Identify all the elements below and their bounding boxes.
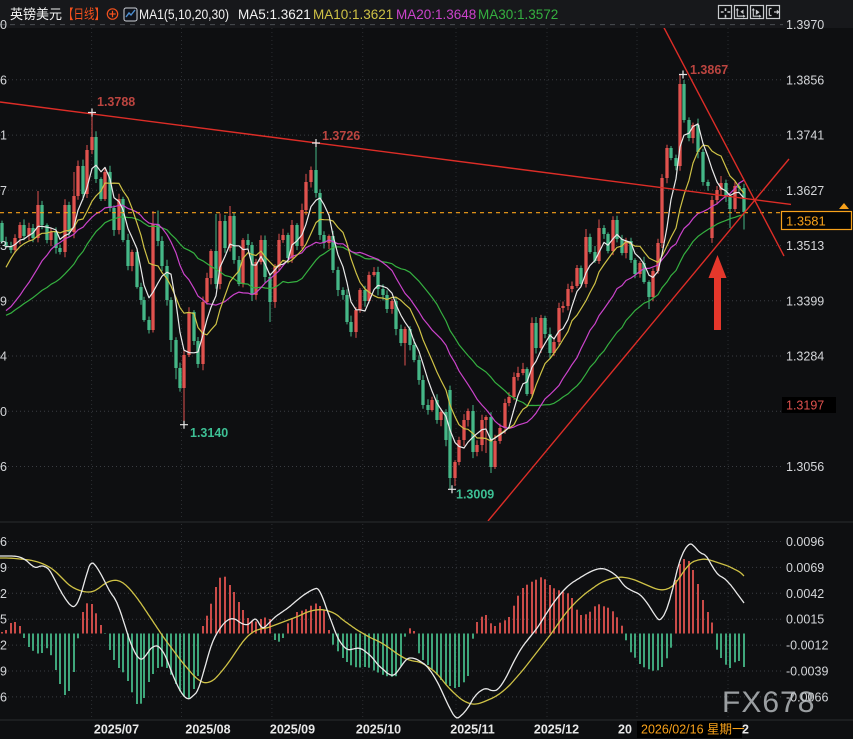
svg-text:1.3009: 1.3009 [456,488,494,502]
svg-text:6: 6 [0,535,7,549]
svg-text:2025/11: 2025/11 [450,723,495,737]
svg-text:-0.0039: -0.0039 [786,665,828,679]
svg-text:MA30:1.3572: MA30:1.3572 [478,7,558,22]
svg-text:1.3627: 1.3627 [786,184,824,198]
svg-text:0.0015: 0.0015 [786,613,824,627]
svg-text:1.3197: 1.3197 [786,399,824,413]
svg-text:2025/07: 2025/07 [94,723,139,737]
svg-text:3: 3 [0,239,7,253]
svg-text:1.3284: 1.3284 [786,350,824,364]
svg-text:1.3399: 1.3399 [786,294,824,308]
svg-text:-0.0012: -0.0012 [786,639,828,653]
svg-text:2025/09: 2025/09 [270,723,315,737]
svg-text:MA1(5,10,20,30): MA1(5,10,20,30) [139,7,229,22]
svg-text:1.3788: 1.3788 [97,95,135,109]
svg-text:MA20:1.3648: MA20:1.3648 [396,7,476,22]
svg-text:1.3513: 1.3513 [786,239,824,253]
svg-text:2: 2 [0,587,7,601]
svg-text:9: 9 [0,561,7,575]
svg-text:1.3856: 1.3856 [786,73,824,87]
svg-text:2025/10: 2025/10 [356,723,401,737]
svg-text:1.3726: 1.3726 [322,129,360,143]
svg-text:0: 0 [0,18,7,32]
svg-text:1.3056: 1.3056 [786,460,824,474]
svg-text:9: 9 [0,665,7,679]
svg-text:FX678: FX678 [722,686,815,719]
svg-text:0.0042: 0.0042 [786,587,824,601]
svg-text:-0.0066: -0.0066 [786,690,828,704]
svg-text:20: 20 [618,723,632,737]
svg-text:6: 6 [0,690,7,704]
svg-text:1.3867: 1.3867 [690,63,728,77]
svg-text:1: 1 [0,129,7,143]
svg-text:2026/02/16 星期一: 2026/02/16 星期一 [641,723,745,737]
svg-text:2025/08: 2025/08 [185,723,230,737]
svg-text:2025/12: 2025/12 [534,723,579,737]
svg-text:【日线】: 【日线】 [63,7,105,22]
svg-text:5: 5 [0,613,7,627]
svg-text:2: 2 [742,723,749,737]
svg-text:1.3741: 1.3741 [786,129,824,143]
svg-text:2: 2 [0,639,7,653]
svg-text:6: 6 [0,460,7,474]
svg-text:0.0096: 0.0096 [786,535,824,549]
svg-text:MA10:1.3621: MA10:1.3621 [313,7,393,22]
svg-text:6: 6 [0,73,7,87]
svg-text:英镑美元: 英镑美元 [10,6,62,22]
svg-text:MA5:1.3621: MA5:1.3621 [238,7,311,22]
svg-text:7: 7 [0,184,7,198]
svg-text:9: 9 [0,294,7,308]
svg-text:1.3140: 1.3140 [190,426,228,440]
svg-text:0.0069: 0.0069 [786,561,824,575]
svg-text:4: 4 [0,350,7,364]
svg-text:0: 0 [0,405,7,419]
svg-text:1.3970: 1.3970 [786,18,824,32]
svg-text:1.3581: 1.3581 [786,214,826,229]
